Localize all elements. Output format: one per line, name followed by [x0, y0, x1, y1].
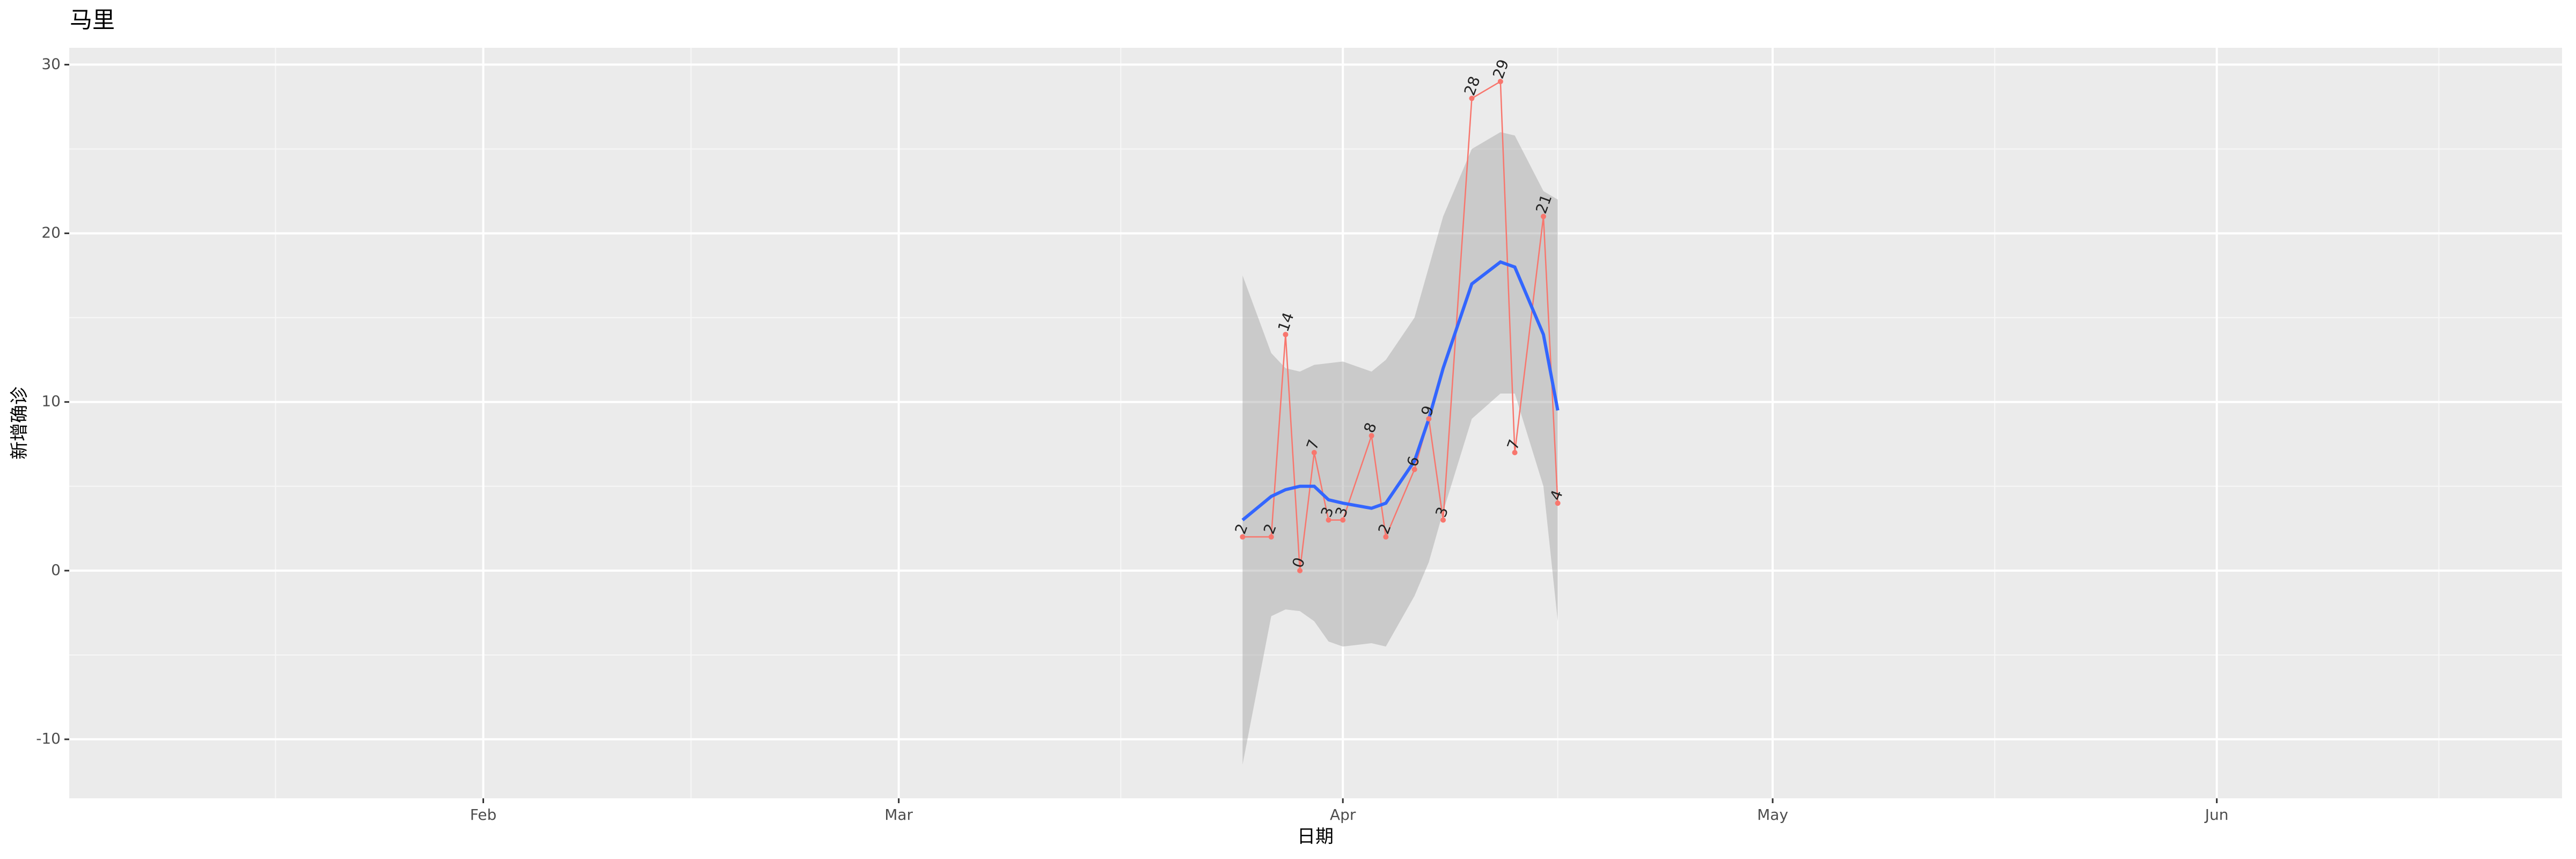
point: [1383, 534, 1389, 540]
point: [1340, 517, 1346, 523]
x-axis-label: 日期: [1297, 826, 1334, 848]
y-tick-label: 20: [41, 224, 61, 242]
x-tick-label: Mar: [884, 806, 913, 824]
point: [1326, 517, 1331, 523]
y-tick-label: 30: [41, 55, 61, 72]
x-tick-label: Jun: [2204, 806, 2229, 824]
panel: [69, 48, 2562, 798]
point: [1311, 449, 1317, 455]
smooth-line: [1241, 260, 1560, 521]
point: [1268, 534, 1274, 540]
x-tick-label: May: [1757, 806, 1788, 824]
confidence-band: [1242, 132, 1558, 765]
point: [1240, 534, 1246, 540]
y-tick-label: 10: [41, 392, 61, 410]
point: [1555, 500, 1561, 506]
point: [1469, 96, 1475, 101]
x-tick-label: Apr: [1330, 806, 1356, 824]
point: [1540, 214, 1546, 220]
chart-title: 马里: [70, 7, 115, 33]
point: [1440, 517, 1446, 523]
point: [1283, 332, 1289, 338]
point: [1497, 78, 1503, 84]
y-axis-label: 新增确诊: [9, 387, 31, 460]
point: [1426, 416, 1432, 422]
x-tick-label: Feb: [470, 806, 497, 824]
y-tick-label: 0: [51, 561, 61, 579]
y-tick-label: -10: [36, 730, 61, 747]
point: [1411, 467, 1417, 472]
point: [1512, 449, 1518, 455]
point: [1297, 567, 1303, 573]
point: [1368, 433, 1374, 439]
